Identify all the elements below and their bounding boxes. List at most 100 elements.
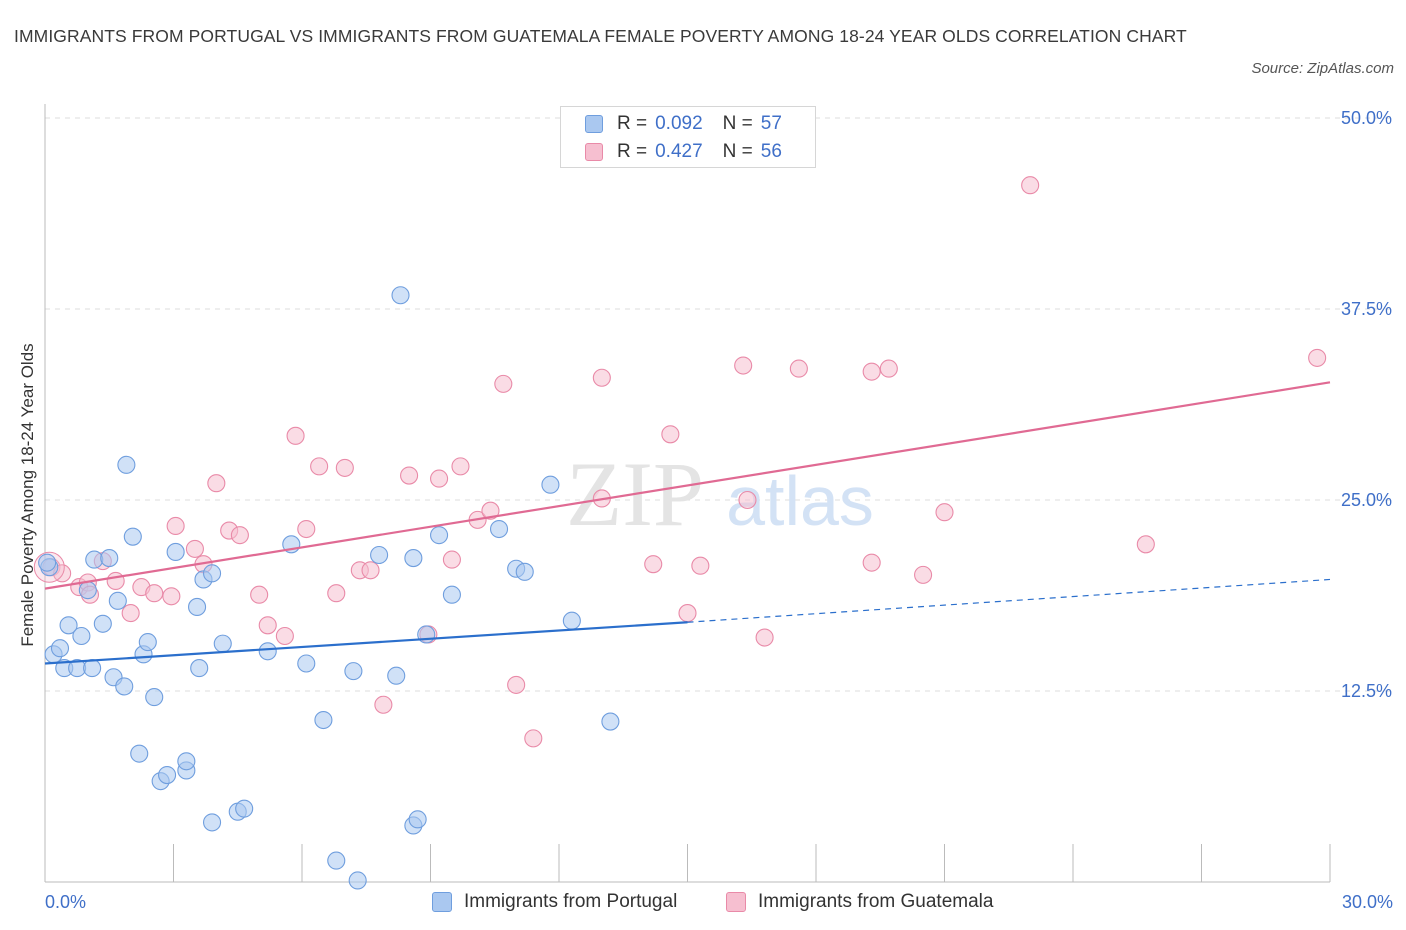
- guatemala-point: [691, 556, 710, 575]
- portugal-point: [59, 616, 78, 635]
- guatemala-point: [1308, 348, 1327, 367]
- legend-r-label: R =: [617, 141, 648, 162]
- portugal-point: [404, 549, 423, 568]
- portugal-point: [130, 744, 149, 763]
- guatemala-point: [374, 695, 393, 714]
- guatemala-point: [789, 359, 808, 378]
- guatemala-point: [400, 466, 419, 485]
- portugal-point: [117, 455, 136, 474]
- portugal-point: [314, 710, 333, 730]
- guatemala-point: [297, 519, 316, 539]
- guatemala-point: [481, 501, 500, 520]
- bottom-legend-guatemala: Immigrants from Guatemala: [726, 888, 993, 916]
- portugal-point: [190, 659, 209, 678]
- portugal-point: [344, 662, 363, 681]
- portugal-swatch: [432, 892, 452, 912]
- legend-label-guatemala: Immigrants from Guatemala: [758, 891, 994, 912]
- legend-row-guatemala: R = 0.427 N = 56: [585, 139, 782, 165]
- y-tick-label: 37.5%: [1341, 299, 1392, 319]
- portugal-point: [203, 564, 222, 583]
- guatemala-point: [507, 675, 526, 694]
- guatemala-point: [524, 729, 543, 748]
- portugal-point: [158, 765, 177, 785]
- axes: [44, 104, 1331, 883]
- portugal-point: [562, 611, 581, 630]
- trend-lines: [44, 381, 1331, 665]
- guatemala-point: [678, 604, 697, 623]
- source-label: Source: ZipAtlas.com: [1251, 60, 1394, 77]
- guatemala-point: [734, 356, 753, 375]
- portugal-point: [115, 677, 134, 696]
- portugal-point: [85, 550, 104, 569]
- portugal-point: [327, 851, 346, 870]
- portugal-point: [100, 549, 119, 568]
- guatemala-point: [451, 457, 470, 476]
- guatemala-swatch: [726, 892, 746, 912]
- y-tick-label: 25.0%: [1341, 490, 1392, 510]
- guatemala-point: [755, 628, 774, 647]
- legend-n-label: N =: [722, 113, 753, 134]
- guatemala-point: [335, 458, 354, 477]
- guatemala-point: [494, 374, 513, 393]
- guatemala-swatch: [585, 143, 603, 161]
- portugal-point: [348, 871, 367, 890]
- portugal-point: [50, 639, 70, 658]
- correlation-legend: R = 0.092 N = 57 R = 0.427 N = 56: [560, 106, 816, 168]
- legend-label-portugal: Immigrants from Portugal: [464, 891, 678, 912]
- guatemala-point: [121, 604, 140, 623]
- guatemala-point: [250, 585, 269, 604]
- watermark: ZIP atlas: [566, 443, 874, 545]
- portugal-point: [297, 654, 316, 673]
- portugal-point: [78, 581, 97, 600]
- portugal-point: [123, 527, 142, 546]
- guatemala-trend-line: [44, 381, 1331, 590]
- guatemala-point: [430, 469, 449, 488]
- portugal-point: [541, 475, 560, 494]
- portugal-point: [442, 585, 461, 604]
- guatemala-point: [661, 425, 680, 444]
- guatemala-point: [914, 565, 933, 584]
- portugal-point: [108, 591, 127, 610]
- guatemala-point: [1021, 176, 1040, 195]
- legend-row-portugal: R = 0.092 N = 57: [585, 111, 782, 137]
- portugal-point: [145, 688, 164, 707]
- x-tick-label: 0.0%: [45, 892, 86, 912]
- guatemala-point: [862, 553, 881, 572]
- legend-n-value: 57: [760, 113, 782, 134]
- y-tick-label: 50.0%: [1341, 108, 1392, 128]
- guatemala-point: [862, 362, 881, 381]
- portugal-point: [515, 562, 534, 581]
- portugal-point: [72, 626, 91, 646]
- portugal-point: [601, 712, 620, 731]
- portugal-point: [83, 659, 102, 678]
- portugal-point: [138, 633, 157, 652]
- portugal-point: [203, 813, 222, 832]
- portugal-point: [489, 519, 509, 539]
- guatemala-point: [310, 457, 329, 476]
- guatemala-point: [327, 584, 346, 603]
- guatemala-point: [1136, 535, 1155, 554]
- guatemala-point: [106, 571, 125, 591]
- guatemala-point: [592, 368, 611, 387]
- guatemala-point: [935, 503, 954, 522]
- legend-r-value: 0.427: [655, 141, 703, 162]
- portugal-point: [235, 799, 254, 818]
- guatemala-point: [275, 626, 294, 646]
- y-tick-label: 12.5%: [1341, 681, 1392, 701]
- portugal-point: [166, 542, 185, 562]
- portugal-swatch: [585, 115, 603, 133]
- portugal-point: [430, 526, 449, 545]
- guatemala-point: [361, 561, 380, 580]
- portugal-trend-extension: [687, 578, 1331, 623]
- legend-n-value: 56: [760, 141, 782, 162]
- guatemala-point: [644, 555, 663, 574]
- guatemala-point: [442, 550, 461, 569]
- x-tick-label: 30.0%: [1342, 892, 1393, 912]
- portugal-point: [38, 553, 57, 572]
- portugal-point: [370, 545, 389, 565]
- guatemala-point: [286, 426, 305, 445]
- guatemala-point: [879, 359, 898, 378]
- guatemala-point: [230, 526, 249, 545]
- portugal-trend-line: [44, 621, 688, 665]
